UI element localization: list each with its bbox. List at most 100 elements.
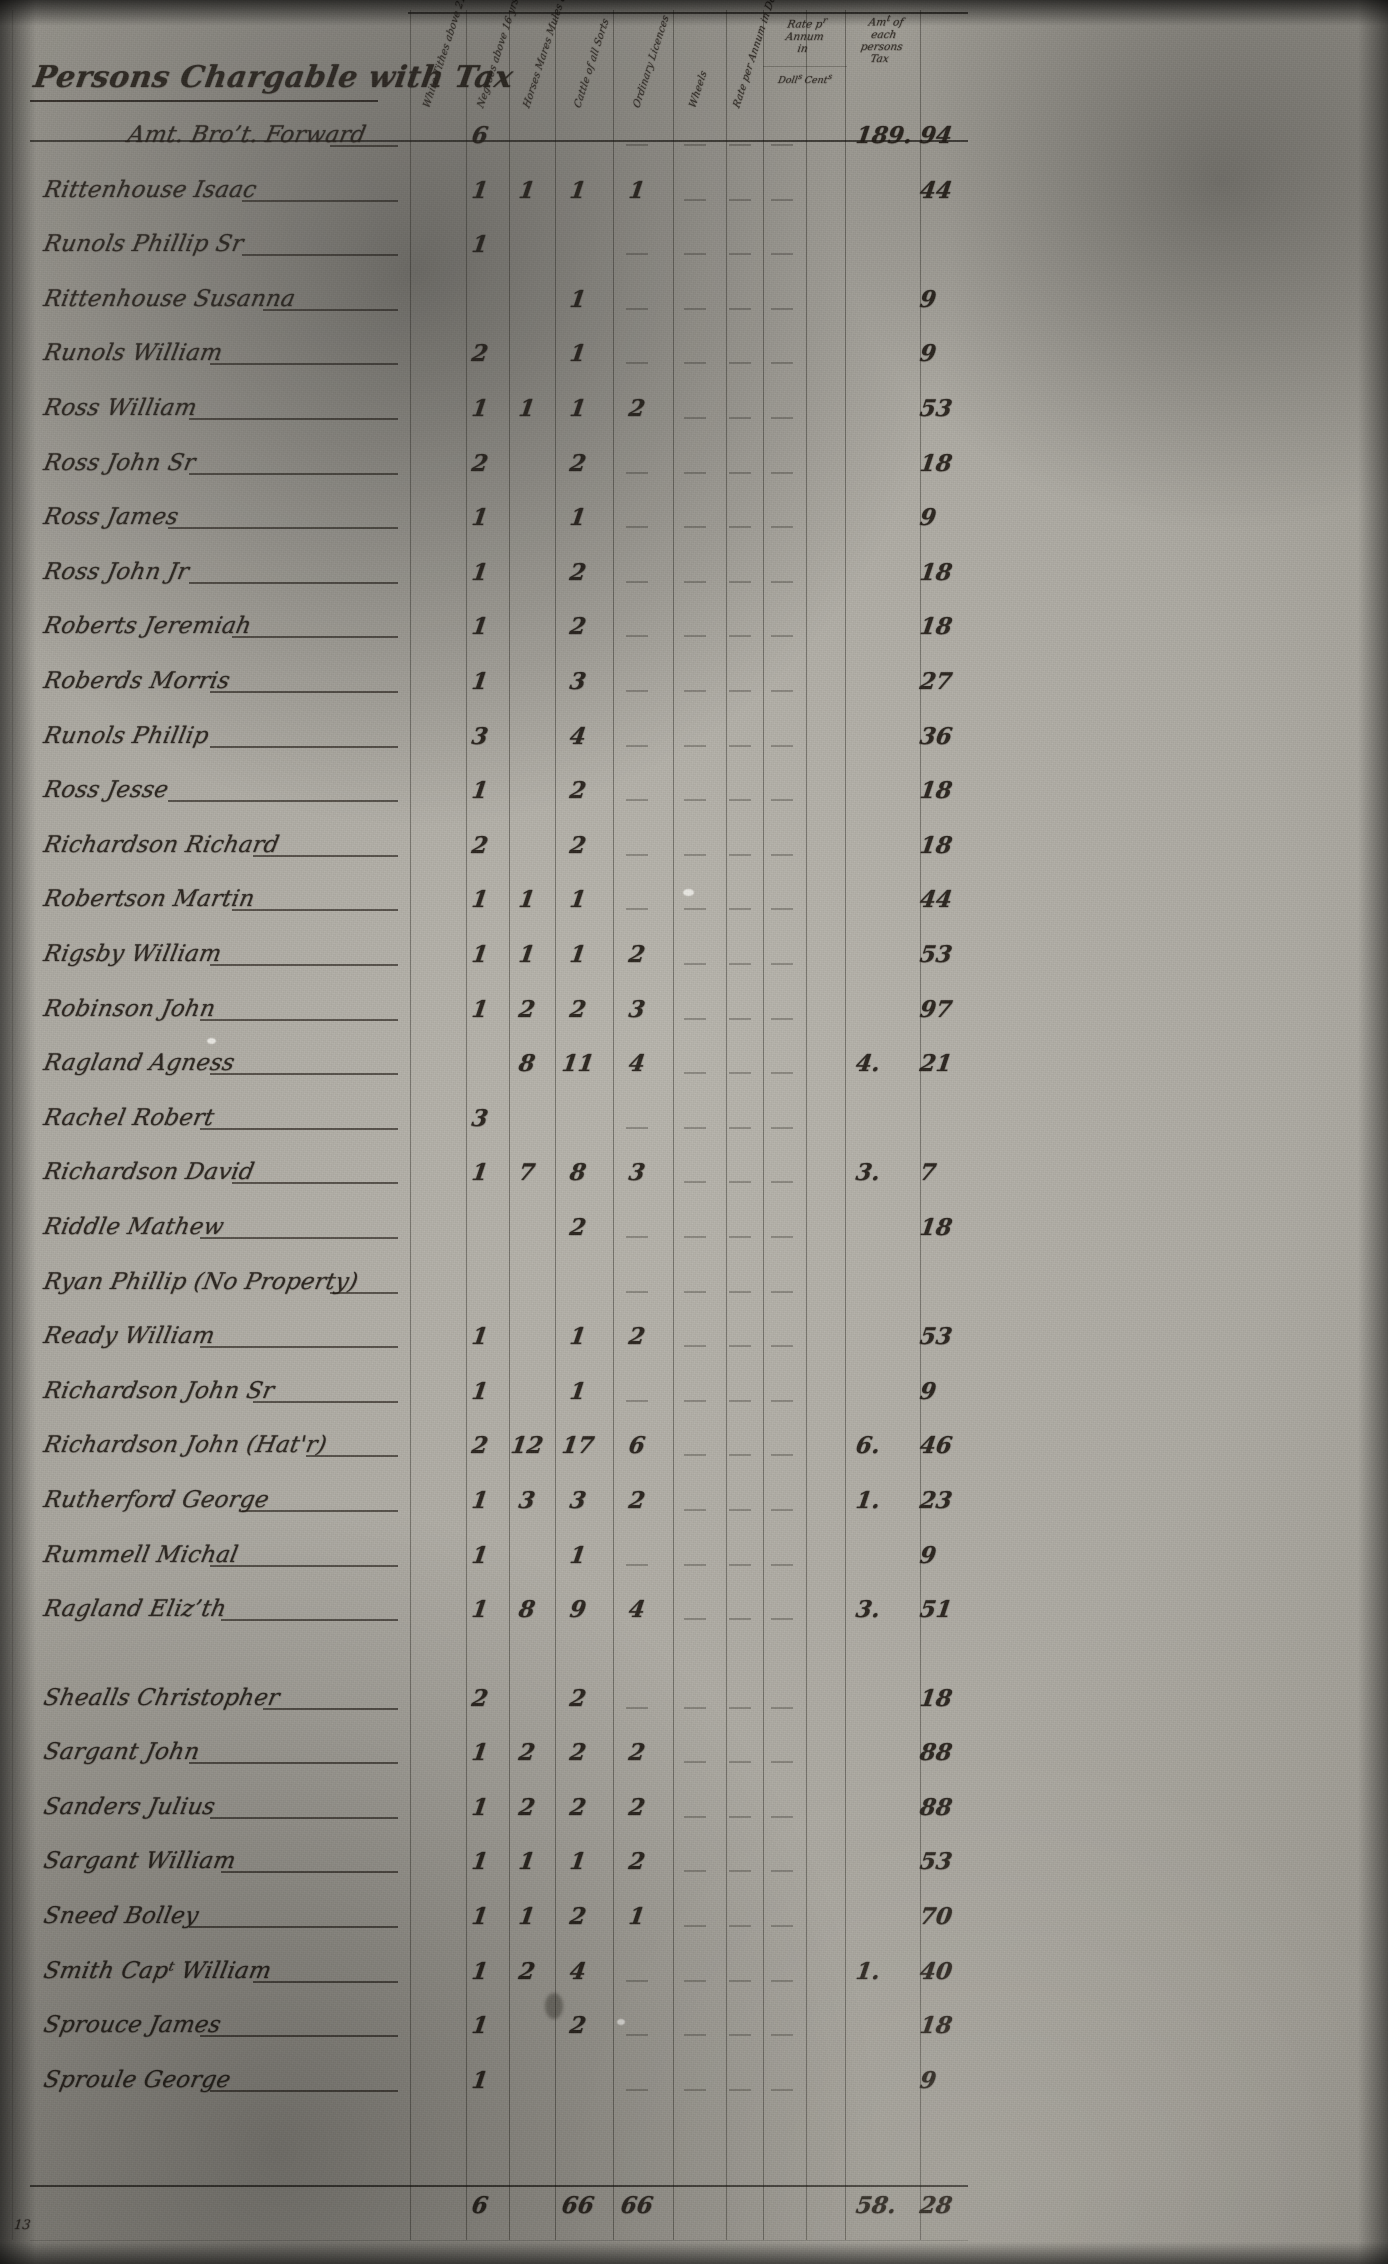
row-cell-horses: 1 bbox=[568, 504, 588, 531]
row-cell-white: 1 bbox=[470, 1378, 490, 1405]
row-cell-horses: 9 bbox=[568, 1596, 588, 1623]
row-cell-negroes: 2 bbox=[517, 1958, 537, 1985]
row-amount-cents: 46 bbox=[918, 1432, 954, 1459]
row-cell-cattle: 3 bbox=[627, 1159, 647, 1186]
row-cell-empty-dash bbox=[729, 799, 751, 801]
row-cell-empty-dash bbox=[684, 1618, 706, 1620]
row-amount-cents: 53 bbox=[918, 1323, 954, 1350]
row-cell-empty-dash bbox=[626, 1400, 648, 1402]
row-cell-negroes: 2 bbox=[517, 1794, 537, 1821]
row-name: Ready William bbox=[41, 1323, 217, 1349]
row-cell-negroes: 1 bbox=[517, 177, 537, 204]
row-leader-dash bbox=[242, 254, 398, 256]
row-amount-dollars: 3. bbox=[854, 1596, 882, 1623]
row-cell-horses: 17 bbox=[560, 1432, 596, 1459]
row-name: Richardson Richard bbox=[41, 832, 282, 858]
column-rule bbox=[613, 10, 614, 2240]
row-cell-horses: 1 bbox=[568, 395, 588, 422]
row-cell-horses: 2 bbox=[568, 777, 588, 804]
row-name: Robertson Martin bbox=[41, 886, 257, 912]
row-amount-cents: 40 bbox=[918, 1958, 954, 1985]
row-leader-dash bbox=[189, 582, 398, 584]
row-cell-empty-dash bbox=[684, 362, 706, 364]
row-cell-empty-dash bbox=[729, 1181, 751, 1183]
row-cell-cattle: 2 bbox=[627, 941, 647, 968]
row-name: Runols William bbox=[41, 340, 225, 366]
row-name: Roberts Jeremiah bbox=[41, 613, 254, 639]
row-amount-cents: 88 bbox=[918, 1794, 954, 1821]
row-name: Riddle Mathew bbox=[41, 1214, 227, 1240]
row-name: Ragland Agness bbox=[41, 1050, 237, 1076]
row-cell-empty-dash bbox=[684, 2034, 706, 2036]
column-rule bbox=[845, 10, 846, 2240]
row-name: Robinson John bbox=[41, 996, 218, 1022]
row-cell-empty-dash bbox=[771, 1618, 793, 1620]
total-cattle: 66 bbox=[619, 2192, 655, 2219]
row-cell-empty-dash bbox=[684, 1980, 706, 1982]
row-cell-empty-dash bbox=[729, 2034, 751, 2036]
row-cell-horses: 8 bbox=[568, 1159, 588, 1186]
row-cell-empty-dash bbox=[684, 1707, 706, 1709]
row-cell-white: 1 bbox=[470, 2012, 490, 2039]
row-amount-cents: 44 bbox=[918, 886, 954, 913]
row-cell-horses: 1 bbox=[568, 1378, 588, 1405]
row-amount-cents: 18 bbox=[918, 450, 954, 477]
row-name: Runols Phillip Sr bbox=[41, 231, 246, 257]
row-cell-white: 1 bbox=[470, 177, 490, 204]
row-cell-empty-dash bbox=[729, 1400, 751, 1402]
row-cell-empty-dash bbox=[729, 690, 751, 692]
row-cell-empty-dash bbox=[684, 1454, 706, 1456]
row-cell-negroes: 1 bbox=[517, 1903, 537, 1930]
row-leader-dash bbox=[252, 1401, 398, 1403]
row-cell-empty-dash bbox=[729, 362, 751, 364]
row-amount-dollars: 1. bbox=[854, 1487, 882, 1514]
row-cell-empty-dash bbox=[771, 526, 793, 528]
row-name: Rutherford George bbox=[41, 1487, 272, 1513]
row-cell-empty-dash bbox=[684, 799, 706, 801]
row-cell-empty-dash bbox=[684, 745, 706, 747]
row-cell-empty-dash bbox=[729, 308, 751, 310]
row-name: Rittenhouse Susanna bbox=[41, 286, 298, 312]
row-cell-white: 1 bbox=[470, 2067, 490, 2094]
row-cell-empty-dash bbox=[684, 908, 706, 910]
row-cell-cattle: 2 bbox=[627, 1739, 647, 1766]
paper-light-spot bbox=[617, 2019, 625, 2025]
row-cell-empty-dash bbox=[771, 1181, 793, 1183]
row-cell-empty-dash bbox=[771, 1072, 793, 1074]
row-cell-white: 1 bbox=[470, 395, 490, 422]
row-cell-white: 2 bbox=[470, 450, 490, 477]
row-cell-empty-dash bbox=[626, 799, 648, 801]
row-cell-empty-dash bbox=[684, 144, 706, 146]
row-cell-empty-dash bbox=[626, 1236, 648, 1238]
row-cell-empty-dash bbox=[771, 635, 793, 637]
row-cell-white: 1 bbox=[470, 777, 490, 804]
row-leader-dash bbox=[189, 1926, 398, 1928]
row-cell-empty-dash bbox=[626, 1291, 648, 1293]
row-cell-empty-dash bbox=[684, 1181, 706, 1183]
row-cell-empty-dash bbox=[729, 581, 751, 583]
row-cell-empty-dash bbox=[729, 1236, 751, 1238]
row-amount-cents: 88 bbox=[918, 1739, 954, 1766]
row-cell-empty-dash bbox=[684, 199, 706, 201]
row-cell-negroes: 1 bbox=[517, 886, 537, 913]
row-cell-white: 1 bbox=[470, 1848, 490, 1875]
row-cell-white: 1 bbox=[470, 1794, 490, 1821]
row-cell-empty-dash bbox=[684, 1018, 706, 1020]
row-cell-empty-dash bbox=[729, 1072, 751, 1074]
row-cell-empty-dash bbox=[684, 417, 706, 419]
row-cell-negroes: 8 bbox=[517, 1050, 537, 1077]
row-leader-dash bbox=[231, 909, 398, 911]
row-amount-cents: 23 bbox=[918, 1487, 954, 1514]
row-cell-empty-dash bbox=[684, 308, 706, 310]
row-cell-horses: 2 bbox=[568, 996, 588, 1023]
row-cell-white: 1 bbox=[470, 231, 490, 258]
row-cell-white: 1 bbox=[470, 1542, 490, 1569]
row-amount-dollars: 1. bbox=[854, 1958, 882, 1985]
row-cell-empty-dash bbox=[626, 2089, 648, 2091]
row-cell-empty-dash bbox=[626, 253, 648, 255]
row-amount-cents: 53 bbox=[918, 1848, 954, 1875]
row-cell-horses: 2 bbox=[568, 1739, 588, 1766]
row-amount-cents: 53 bbox=[918, 941, 954, 968]
row-cell-empty-dash bbox=[771, 2089, 793, 2091]
row-cell-cattle: 1 bbox=[627, 1903, 647, 1930]
